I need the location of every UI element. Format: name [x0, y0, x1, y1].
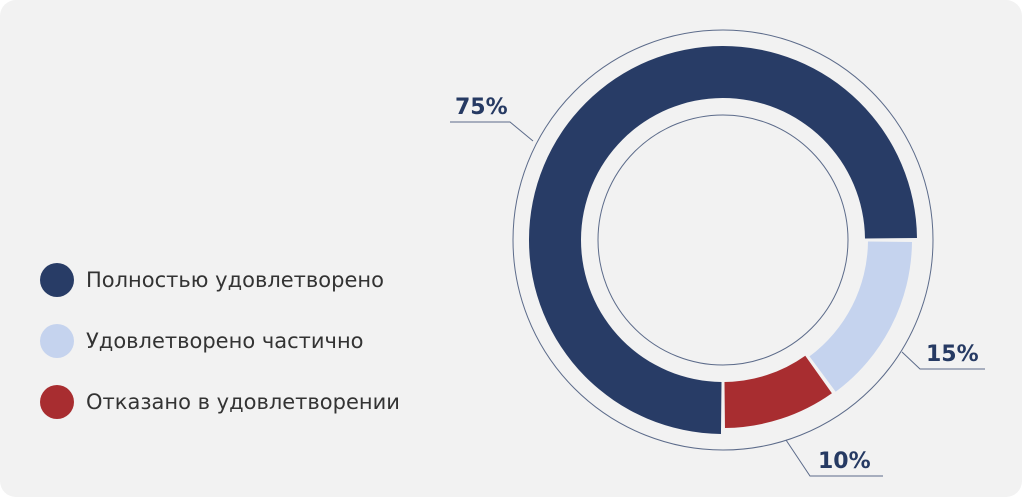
leader-line	[901, 351, 985, 370]
outer-ring	[512, 29, 934, 451]
legend-item: Отказано в удовлетворении	[40, 371, 400, 432]
donut-slice	[724, 355, 832, 428]
legend: Полностью удовлетворено Удовлетворено ча…	[40, 249, 400, 432]
legend-swatch	[40, 323, 74, 358]
leader-line	[450, 121, 534, 142]
inner-ring	[597, 114, 849, 366]
donut-slice	[809, 241, 912, 392]
data-label: 10%	[818, 449, 871, 474]
legend-item: Удовлетворено частично	[40, 310, 400, 371]
donut-slice	[528, 45, 917, 434]
legend-label: Отказано в удовлетворении	[86, 389, 400, 414]
legend-label: Полностью удовлетворено	[86, 267, 384, 292]
leader-line	[785, 439, 883, 477]
legend-label: Удовлетворено частично	[86, 328, 364, 353]
data-label: 15%	[926, 342, 979, 367]
legend-item: Полностью удовлетворено	[40, 249, 400, 310]
data-label: 75%	[455, 95, 508, 120]
legend-swatch	[40, 384, 74, 419]
legend-swatch	[40, 262, 74, 297]
